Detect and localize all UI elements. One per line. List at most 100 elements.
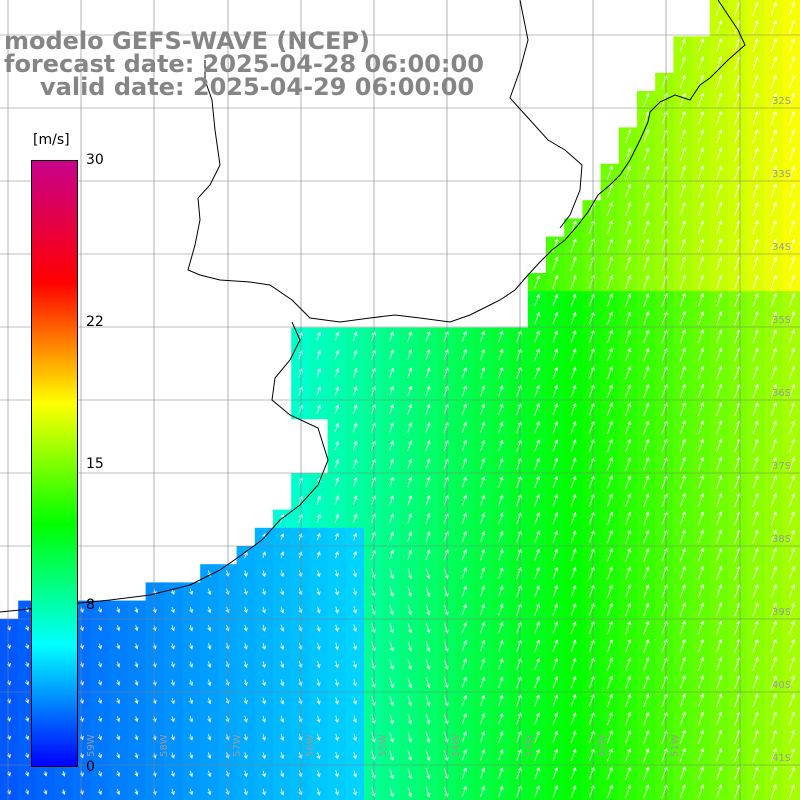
wind-arrow bbox=[716, 347, 723, 362]
wind-arrow bbox=[425, 494, 431, 506]
wind-arrow bbox=[316, 349, 321, 360]
wind-arrow bbox=[752, 329, 759, 344]
wind-arrow bbox=[679, 165, 686, 180]
wind-arrow bbox=[461, 421, 467, 434]
wind-arrow bbox=[498, 566, 504, 579]
wind-arrow bbox=[752, 238, 759, 253]
wind-arrow bbox=[480, 640, 486, 652]
wind-arrow bbox=[353, 624, 357, 632]
wind-arrow bbox=[570, 348, 577, 361]
wind-arrow bbox=[788, 365, 795, 380]
wind-arrow bbox=[316, 495, 321, 505]
wind-cell bbox=[18, 782, 37, 800]
wind-arrow bbox=[262, 624, 266, 632]
wind-arrow bbox=[189, 715, 194, 723]
wind-arrow bbox=[461, 676, 467, 688]
wind-arrow bbox=[716, 656, 723, 672]
wind-arrow bbox=[679, 38, 686, 53]
wind-arrow bbox=[625, 639, 632, 653]
wind-arrow bbox=[643, 256, 650, 271]
wind-arrow bbox=[697, 365, 704, 380]
wind-arrow bbox=[697, 511, 704, 526]
colorbar-tick-0: 0 bbox=[86, 759, 95, 775]
wind-arrow bbox=[752, 383, 759, 399]
wind-arrow bbox=[189, 734, 194, 741]
wind-arrow bbox=[25, 661, 30, 668]
wind-arrow bbox=[788, 201, 795, 217]
wind-arrow bbox=[625, 730, 632, 744]
wind-arrow bbox=[534, 767, 540, 780]
wind-arrow bbox=[498, 330, 504, 343]
wind-arrow bbox=[770, 747, 777, 763]
wind-arrow bbox=[461, 330, 467, 343]
wind-arrow bbox=[407, 422, 413, 433]
wind-arrow bbox=[607, 329, 613, 344]
wind-arrow bbox=[262, 661, 266, 669]
wind-cell bbox=[418, 782, 438, 800]
wind-arrow bbox=[498, 639, 504, 652]
lon-label: 52W bbox=[597, 734, 608, 757]
wind-arrow bbox=[570, 421, 577, 434]
wind-arrow bbox=[643, 420, 650, 435]
wind-arrow bbox=[552, 657, 559, 671]
wind-arrow bbox=[243, 679, 248, 687]
wind-arrow bbox=[480, 567, 486, 579]
wind-arrow bbox=[752, 74, 759, 89]
wind-arrow bbox=[679, 383, 686, 399]
wind-arrow bbox=[389, 367, 394, 378]
wind-arrow bbox=[716, 201, 723, 217]
wind-arrow bbox=[334, 624, 339, 633]
wind-arrow bbox=[770, 274, 777, 289]
wind-arrow bbox=[643, 547, 650, 562]
wind-arrow bbox=[552, 675, 559, 689]
wind-arrow bbox=[316, 697, 321, 705]
wind-arrow bbox=[243, 715, 248, 723]
wind-arrow bbox=[170, 697, 175, 705]
wind-arrow bbox=[643, 402, 650, 417]
wind-arrow bbox=[552, 402, 559, 416]
wind-arrow bbox=[480, 549, 486, 561]
wind-arrow bbox=[625, 147, 632, 162]
wind-arrow bbox=[207, 734, 212, 741]
wind-arrow bbox=[334, 569, 339, 578]
wind-arrow bbox=[679, 110, 686, 126]
wind-arrow bbox=[697, 274, 704, 289]
wind-arrow bbox=[679, 292, 686, 308]
wind-arrow bbox=[570, 457, 577, 471]
wind-arrow bbox=[280, 533, 285, 541]
wind-arrow bbox=[752, 766, 759, 781]
wind-arrow bbox=[280, 752, 285, 760]
wind-arrow bbox=[389, 768, 394, 780]
wind-arrow bbox=[552, 293, 559, 307]
wind-arrow bbox=[262, 697, 266, 705]
wind-arrow bbox=[407, 659, 413, 670]
wind-arrow bbox=[352, 440, 358, 451]
wind-arrow bbox=[498, 530, 504, 543]
wind-arrow bbox=[316, 642, 321, 651]
wind-arrow bbox=[570, 256, 577, 271]
wind-arrow bbox=[643, 784, 650, 799]
wind-arrow bbox=[716, 274, 723, 289]
wind-arrow bbox=[716, 74, 723, 89]
wind-arrow bbox=[716, 638, 723, 653]
wind-arrow bbox=[770, 220, 777, 235]
wind-arrow bbox=[316, 404, 321, 414]
lat-label: 40S bbox=[772, 680, 791, 691]
wind-arrow bbox=[697, 220, 704, 235]
wind-arrow bbox=[643, 657, 650, 671]
wind-arrow bbox=[788, 110, 795, 126]
wind-arrow bbox=[679, 220, 686, 235]
wind-arrow bbox=[570, 493, 577, 507]
wind-arrow bbox=[716, 693, 723, 708]
wind-arrow bbox=[334, 440, 340, 451]
wind-arrow bbox=[461, 385, 467, 397]
wind-arrow bbox=[334, 606, 339, 614]
wind-arrow bbox=[461, 530, 467, 543]
wind-arrow bbox=[570, 475, 577, 489]
wind-arrow bbox=[389, 422, 394, 433]
wind-arrow bbox=[43, 789, 48, 795]
wind-arrow bbox=[498, 603, 504, 616]
wind-arrow bbox=[752, 675, 759, 690]
wind-arrow bbox=[480, 367, 486, 379]
wind-arrow bbox=[334, 367, 340, 378]
